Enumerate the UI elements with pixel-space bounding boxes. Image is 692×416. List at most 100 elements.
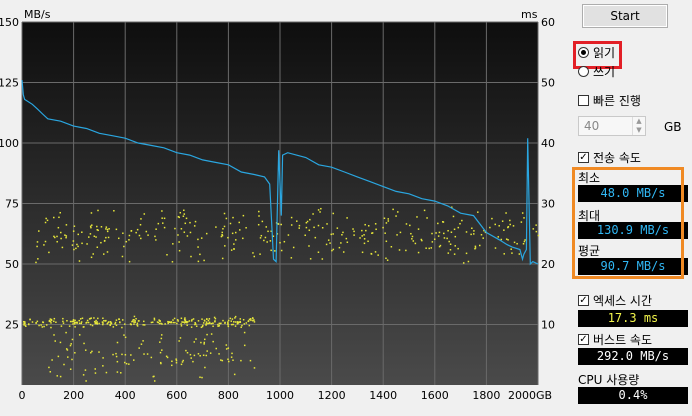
access-point <box>447 229 449 232</box>
y-left-tick-label: 75 <box>5 198 19 211</box>
quick-checkbox[interactable] <box>578 94 589 106</box>
access-point <box>342 251 345 253</box>
access-point <box>399 231 402 234</box>
access-point <box>205 323 207 325</box>
access-point <box>332 248 335 251</box>
access-point <box>240 359 242 362</box>
access-point <box>439 244 442 247</box>
access-point <box>115 324 118 327</box>
access-point <box>161 349 163 351</box>
access-point <box>234 231 237 234</box>
access-point <box>428 247 430 250</box>
access-point <box>292 246 295 249</box>
size-stepper[interactable]: 40 ▲ ▼ <box>578 116 646 136</box>
burst-option[interactable]: ✓ 버스트 속도 <box>578 331 652 347</box>
access-point <box>346 241 349 243</box>
access-point <box>267 230 269 233</box>
access-point <box>24 322 26 325</box>
quick-option[interactable]: 빠른 진행 <box>578 92 641 108</box>
access-point <box>174 227 176 230</box>
access-point <box>260 234 263 237</box>
access-point <box>48 251 50 254</box>
access-point <box>503 229 505 231</box>
access-point <box>178 249 181 252</box>
access-point <box>205 354 208 357</box>
access-point <box>96 321 98 323</box>
access-point <box>203 341 206 344</box>
write-radio[interactable]: 쓰기 <box>578 63 615 79</box>
max-value: 130.9 MB/s <box>578 222 688 239</box>
access-point <box>70 343 72 345</box>
access-point <box>332 212 335 215</box>
access-point <box>386 259 389 261</box>
access-point <box>230 320 233 322</box>
access-point <box>423 209 426 212</box>
burst-checkbox[interactable]: ✓ <box>578 333 589 345</box>
access-point <box>494 223 496 226</box>
access-point <box>280 249 283 252</box>
access-point <box>250 319 252 322</box>
spin-up-icon[interactable]: ▲ <box>636 117 642 125</box>
access-point <box>91 224 93 226</box>
cpu-label: CPU 사용량 <box>578 373 640 387</box>
access-point <box>124 354 127 356</box>
access-point <box>202 322 205 324</box>
access-point <box>195 325 198 327</box>
spin-down-icon[interactable]: ▼ <box>636 126 642 134</box>
access-point <box>159 351 162 354</box>
access-point <box>477 211 479 213</box>
access-point <box>143 213 146 215</box>
access-point <box>190 320 193 322</box>
transfer-label: 전송 속도 <box>593 150 641 165</box>
access-point <box>44 221 47 224</box>
access-point <box>171 261 174 263</box>
size-stepper-arrows[interactable]: ▲ ▼ <box>632 117 645 135</box>
access-point <box>470 233 472 236</box>
access-point <box>385 222 388 224</box>
read-radio-dot[interactable] <box>578 46 589 58</box>
control-panel: Start 읽기 쓰기 빠른 진행 40 ▲ ▼ GB ✓ 전송 속도 최소 4… <box>570 0 692 412</box>
transfer-option[interactable]: ✓ 전송 속도 <box>578 149 641 165</box>
access-point <box>390 246 393 248</box>
access-point <box>363 234 365 236</box>
access-option[interactable]: ✓ 엑세스 시간 <box>578 292 652 308</box>
y-right-tick-label: 60 <box>541 16 555 29</box>
access-point <box>241 324 243 327</box>
access-point <box>153 317 156 320</box>
transfer-checkbox[interactable]: ✓ <box>578 151 589 163</box>
access-point <box>66 320 68 322</box>
access-point <box>258 210 260 213</box>
access-point <box>234 317 236 319</box>
access-point <box>109 323 112 326</box>
access-point <box>106 251 109 253</box>
access-point <box>186 321 188 324</box>
access-point <box>243 344 246 347</box>
access-point <box>131 320 134 322</box>
access-point <box>410 232 412 235</box>
access-point <box>280 223 282 226</box>
access-point <box>166 254 168 256</box>
access-point <box>306 220 309 223</box>
access-point <box>56 235 58 238</box>
size-unit: GB <box>664 120 682 134</box>
read-radio[interactable]: 읽기 <box>578 44 615 60</box>
access-checkbox[interactable]: ✓ <box>578 294 589 306</box>
access-point <box>77 245 79 248</box>
access-point <box>112 353 114 356</box>
write-radio-dot[interactable] <box>578 65 589 77</box>
access-point <box>109 321 112 323</box>
access-point <box>96 228 99 231</box>
access-point <box>95 319 97 322</box>
start-button[interactable]: Start <box>582 4 668 28</box>
access-point <box>180 325 183 327</box>
access-point <box>454 235 457 238</box>
access-point <box>108 228 110 230</box>
access-point <box>208 322 211 324</box>
access-point <box>505 238 508 240</box>
access-point <box>107 321 109 324</box>
x-tick-label: 1200 <box>318 389 346 402</box>
access-point <box>128 239 130 241</box>
access-point <box>150 356 153 359</box>
access-point <box>183 213 186 215</box>
access-point <box>497 236 500 238</box>
